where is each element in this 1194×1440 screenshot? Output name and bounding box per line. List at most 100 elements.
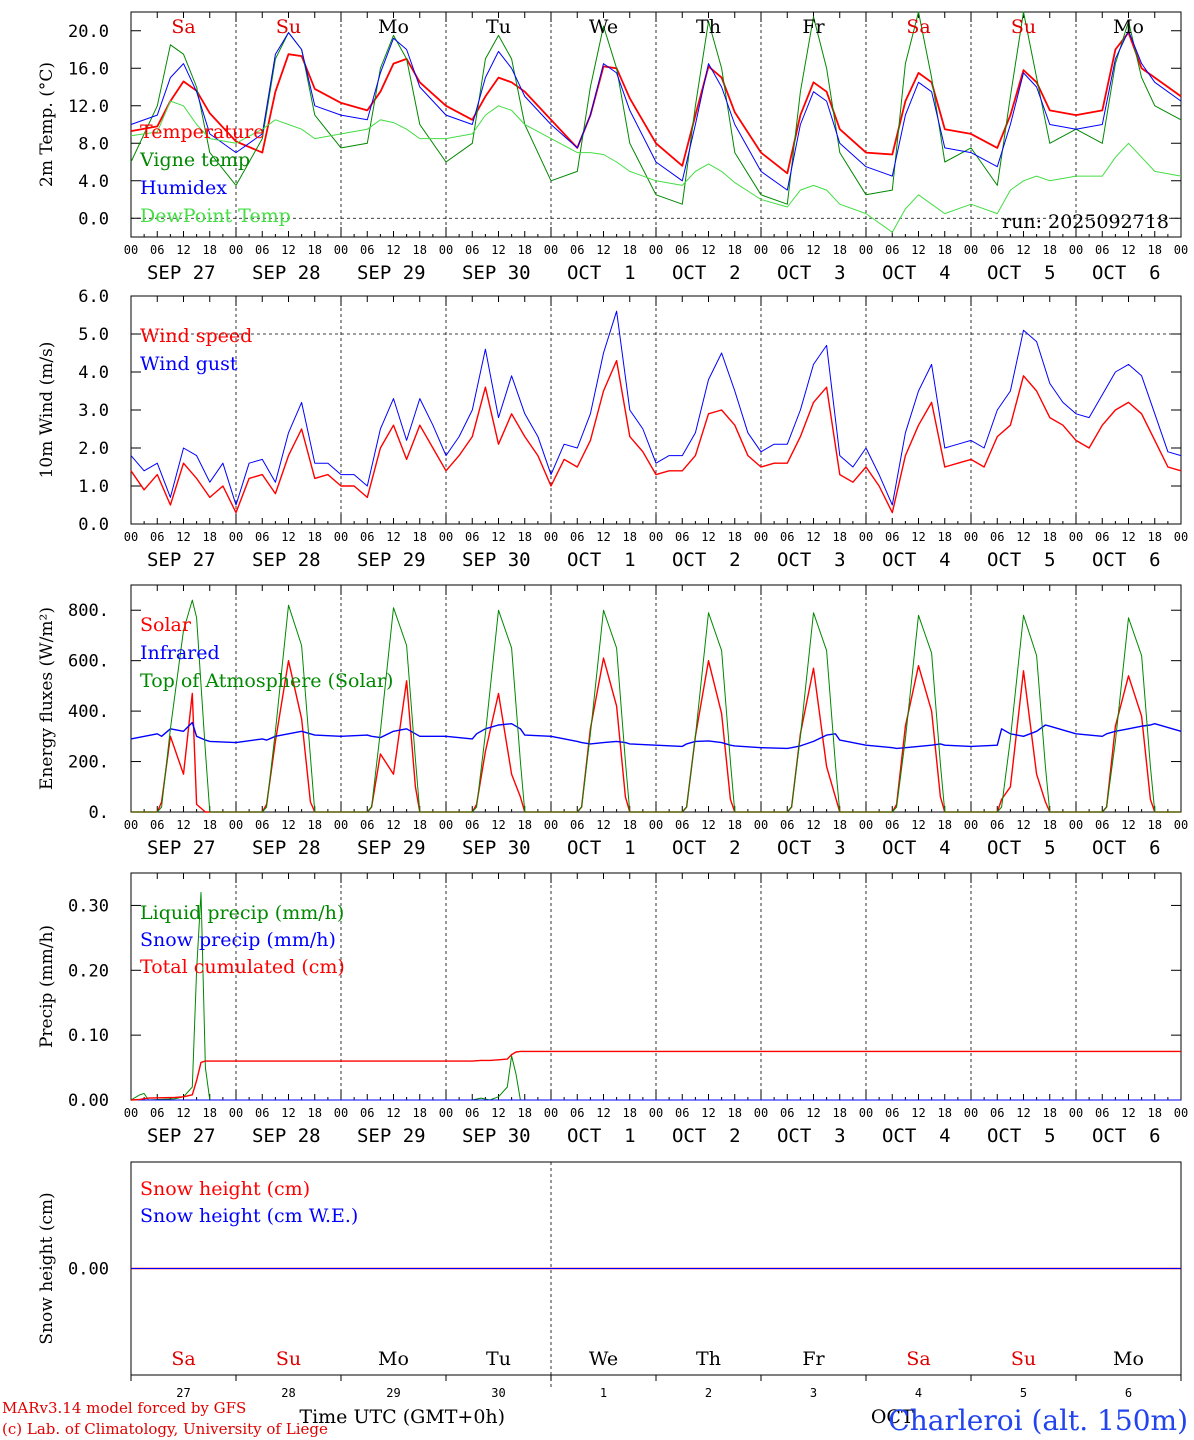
wind-date-label: OCT 2 xyxy=(672,549,741,571)
snow-xlabel: Time UTC (GMT+0h) xyxy=(299,1406,505,1428)
temp-date-label: OCT 5 xyxy=(987,262,1056,284)
snow-weekday-label: Sa xyxy=(906,1348,930,1370)
wind-ylabel: 10m Wind (m/s) xyxy=(37,342,57,479)
energy-hour-label: 12 xyxy=(176,818,190,832)
temp-series-2 xyxy=(130,30,1182,191)
temp-weekday-label: Fr xyxy=(802,16,825,38)
precip-hour-label: 18 xyxy=(1148,1106,1162,1120)
energy-ytick-label: 800. xyxy=(68,601,109,621)
temp-date-label: SEP 28 xyxy=(252,262,321,284)
snow-day-number: 30 xyxy=(491,1386,505,1400)
wind-hour-label: 12 xyxy=(491,530,505,544)
wind-legend-1: Wind gust xyxy=(140,353,238,375)
precip-ytick-label: 0.30 xyxy=(68,896,109,916)
energy-hour-label: 00 xyxy=(334,818,348,832)
precip-date-label: OCT 2 xyxy=(672,1125,741,1147)
precip-date-label: SEP 30 xyxy=(462,1125,531,1147)
precip-date-label: OCT 3 xyxy=(777,1125,846,1147)
wind-hour-label: 12 xyxy=(386,530,400,544)
temp-hour-label: 12 xyxy=(596,243,610,257)
energy-hour-label: 06 xyxy=(885,818,899,832)
precip-hour-label: 00 xyxy=(754,1106,768,1120)
temp-weekday-label: Mo xyxy=(1113,16,1144,38)
temp-hour-label: 12 xyxy=(281,243,295,257)
precip-hour-label: 18 xyxy=(518,1106,532,1120)
temp-hour-label: 00 xyxy=(649,243,663,257)
snow-weekday-label: Su xyxy=(1011,1348,1036,1370)
energy-hour-label: 06 xyxy=(780,818,794,832)
precip-date-label: SEP 29 xyxy=(357,1125,426,1147)
precip-ytick-label: 0.10 xyxy=(68,1026,109,1046)
wind-ytick-label: 4.0 xyxy=(78,363,109,383)
energy-hour-label: 06 xyxy=(360,818,374,832)
wind-hour-label: 00 xyxy=(229,530,243,544)
energy-hour-label: 12 xyxy=(1016,818,1030,832)
wind-ytick-label: 5.0 xyxy=(78,325,109,345)
credit-line-2: (c) Lab. of Climatology, University of L… xyxy=(2,1420,328,1438)
wind-date-label: SEP 29 xyxy=(357,549,426,571)
snow-weekday-label: Tu xyxy=(486,1348,511,1370)
precip-hour-label: 12 xyxy=(1016,1106,1030,1120)
snow-day-number: 4 xyxy=(915,1386,922,1400)
temp-hour-label: 00 xyxy=(964,243,978,257)
precip-hour-label: 12 xyxy=(281,1106,295,1120)
energy-hour-label: 06 xyxy=(675,818,689,832)
temp-weekday-label: Sa xyxy=(171,16,195,38)
temp-weekday-label: Su xyxy=(1011,16,1036,38)
precip-hour-label: 06 xyxy=(465,1106,479,1120)
precip-series-2 xyxy=(130,1050,1181,1101)
wind-hour-label: 18 xyxy=(1043,530,1057,544)
snow-weekday-label: Th xyxy=(696,1348,721,1370)
wind-ytick-label: 0.0 xyxy=(78,515,109,535)
precip-hour-label: 18 xyxy=(833,1106,847,1120)
snow-day-number: 2 xyxy=(705,1386,712,1400)
energy-hour-label: 18 xyxy=(413,818,427,832)
wind-date-label: SEP 27 xyxy=(147,549,216,571)
snow-month-marker: OCT xyxy=(871,1406,914,1428)
wind-hour-label: 00 xyxy=(649,530,663,544)
wind-hour-label: 00 xyxy=(334,530,348,544)
temp-hour-label: 12 xyxy=(1121,243,1135,257)
temp-hour-label: 18 xyxy=(1148,243,1162,257)
energy-legend-0: Solar xyxy=(140,614,192,636)
precip-hour-label: 06 xyxy=(675,1106,689,1120)
energy-ytick-label: 400. xyxy=(68,702,109,722)
energy-series-1 xyxy=(130,721,1182,750)
snow-day-number: 1 xyxy=(600,1386,607,1400)
temp-date-label: OCT 3 xyxy=(777,262,846,284)
energy-hour-label: 00 xyxy=(1069,818,1083,832)
wind-series-1 xyxy=(130,310,1182,506)
temp-legend-2: Humidex xyxy=(140,177,227,199)
wind-hour-label: 06 xyxy=(780,530,794,544)
wind-hour-label: 18 xyxy=(938,530,952,544)
energy-hour-label: 00 xyxy=(124,818,138,832)
precip-hour-label: 18 xyxy=(1043,1106,1057,1120)
precip-hour-label: 06 xyxy=(360,1106,374,1120)
wind-hour-label: 18 xyxy=(413,530,427,544)
wind-hour-label: 00 xyxy=(1069,530,1083,544)
precip-ylabel: Precip (mm/h) xyxy=(37,925,57,1048)
precip-date-label: OCT 1 xyxy=(567,1125,636,1147)
snow-weekday-label: Mo xyxy=(378,1348,409,1370)
temp-ytick-label: 8.0 xyxy=(78,134,109,154)
energy-hour-label: 00 xyxy=(964,818,978,832)
wind-ytick-label: 6.0 xyxy=(78,287,109,307)
energy-hour-label: 12 xyxy=(386,818,400,832)
temp-hour-label: 00 xyxy=(1174,243,1188,257)
temp-weekday-label: Su xyxy=(276,16,301,38)
temp-date-label: OCT 4 xyxy=(882,262,951,284)
energy-hour-label: 06 xyxy=(150,818,164,832)
temp-hour-label: 12 xyxy=(701,243,715,257)
temp-series-0 xyxy=(130,31,1182,175)
temp-hour-label: 00 xyxy=(439,243,453,257)
precip-date-label: OCT 4 xyxy=(882,1125,951,1147)
snow-day-number: 6 xyxy=(1125,1386,1132,1400)
wind-date-label: SEP 30 xyxy=(462,549,531,571)
temp-hour-label: 18 xyxy=(518,243,532,257)
temp-hour-label: 00 xyxy=(124,243,138,257)
precip-hour-label: 06 xyxy=(1095,1106,1109,1120)
precip-hour-label: 00 xyxy=(964,1106,978,1120)
energy-hour-label: 18 xyxy=(623,818,637,832)
wind-hour-label: 00 xyxy=(964,530,978,544)
temp-series-3 xyxy=(130,100,1182,233)
